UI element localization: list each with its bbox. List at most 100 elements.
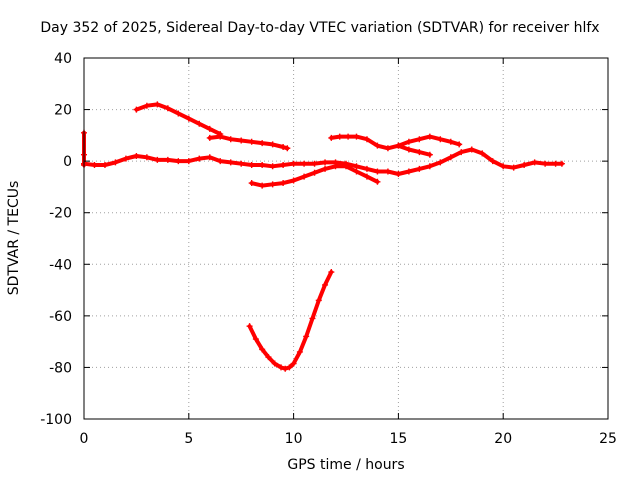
data-point-track-2: [164, 105, 171, 112]
data-point-track-4: [332, 163, 339, 170]
x-tick-label: 20: [494, 431, 512, 447]
grid-layer: [84, 58, 608, 419]
data-point-track-4: [363, 173, 370, 180]
data-point-track-2: [133, 106, 140, 113]
data-point-track-1: [248, 162, 255, 169]
data-point-track-7: [296, 348, 303, 355]
data-point-track-6: [405, 146, 412, 153]
data-point-track-1: [175, 158, 182, 165]
data-point-track-7: [282, 365, 289, 372]
data-point-track-3: [259, 140, 266, 147]
x-tick-label: 5: [184, 431, 193, 447]
data-point-track-2: [143, 102, 150, 109]
data-point-track-5: [336, 133, 343, 140]
data-point-track-6: [426, 151, 433, 158]
data-point-track-7: [265, 354, 272, 361]
data-point-track-4: [280, 180, 287, 187]
data-point-track-3: [227, 136, 234, 143]
data-point-track-7: [252, 336, 259, 343]
data-point-track-1: [489, 158, 496, 165]
data-point-track-3: [206, 134, 213, 141]
data-point-track-3: [280, 143, 287, 150]
data-point-track-1: [101, 162, 108, 169]
data-point-track-6: [395, 142, 402, 149]
data-point-track-1: [542, 160, 549, 167]
data-point-track-1: [112, 159, 119, 166]
data-layer: [81, 101, 565, 372]
series-line-track-7: [247, 270, 334, 371]
data-point-track-1: [384, 168, 391, 175]
data-point-track-1: [280, 162, 287, 169]
data-point-track-4: [248, 180, 255, 187]
series-line-track-6: [396, 143, 432, 157]
x-axis-label: GPS time / hours: [287, 457, 405, 473]
data-point-track-1: [447, 154, 454, 161]
data-point-track-7: [290, 360, 297, 367]
data-point-track-1: [185, 158, 192, 165]
data-point-track-5: [456, 141, 463, 148]
data-point-track-1: [164, 156, 171, 163]
data-point-track-5: [437, 136, 444, 143]
data-point-track-1: [426, 163, 433, 170]
data-point-track-4: [353, 168, 360, 175]
x-tick-label: 25: [599, 431, 617, 447]
data-point-track-4: [343, 163, 349, 170]
data-point-track-1: [363, 165, 370, 172]
data-point-track-5: [328, 134, 335, 141]
data-point-track-5: [405, 138, 412, 145]
tick-layer: 0 5 10 15 20 25 -100 -80 -60 -40 -20 0 20 40: [40, 51, 617, 447]
data-point-track-1: [238, 160, 245, 167]
data-point-track-2: [206, 125, 213, 132]
data-point-track-1: [269, 163, 276, 170]
x-tick-label: 10: [285, 431, 303, 447]
data-point-track-1: [437, 159, 444, 166]
data-point-track-7: [259, 346, 266, 353]
data-point-track-4: [374, 178, 381, 185]
data-point-track-1: [531, 159, 538, 166]
data-point-track-7: [278, 364, 285, 371]
y-tick-label: -20: [49, 206, 72, 222]
x-tick-label: 0: [80, 431, 89, 447]
data-point-track-1: [122, 155, 129, 162]
data-point-track-5: [374, 142, 381, 149]
data-point-track-5: [447, 138, 454, 145]
data-point-track-1: [521, 162, 528, 169]
data-point-track-1: [143, 154, 150, 161]
data-point-track-1: [468, 146, 475, 153]
data-point-track-5: [353, 133, 360, 140]
data-point-track-4: [290, 177, 297, 184]
data-point-track-2: [154, 101, 161, 108]
data-point-track-1: [552, 160, 559, 167]
y-tick-label: 40: [54, 51, 72, 67]
data-point-track-4: [311, 169, 318, 176]
data-point-track-1: [500, 163, 507, 170]
data-point-track-1: [510, 164, 517, 171]
series-line-track-2: [134, 102, 223, 137]
data-point-track-7: [328, 269, 335, 276]
y-tick-label: 0: [63, 154, 72, 170]
x-tick-label: 15: [389, 431, 407, 447]
data-point-track-1: [196, 155, 203, 162]
data-point-track-2: [196, 120, 203, 127]
series-line-track-4: [249, 164, 380, 188]
data-point-track-4: [269, 181, 276, 188]
data-point-track-1: [416, 165, 423, 172]
data-point-track-5: [363, 136, 370, 143]
data-point-track-3: [217, 133, 224, 140]
y-tick-label: -40: [49, 257, 72, 273]
data-point-track-3: [284, 145, 291, 152]
data-point-track-7: [315, 297, 322, 304]
data-point-track-1: [91, 162, 98, 169]
data-point-track-1: [206, 154, 213, 161]
data-point-track-1: [374, 168, 381, 175]
data-point-track-1: [558, 160, 565, 167]
series-line-track-3: [207, 134, 290, 151]
data-point-track-1: [301, 160, 308, 167]
data-point-track-1: [395, 171, 402, 178]
data-point-track-1: [405, 168, 412, 175]
data-point-track-1: [479, 150, 486, 157]
data-point-track-2: [175, 110, 182, 117]
data-point-track-5: [416, 136, 423, 143]
y-axis-label: SDTVAR / TECUs: [6, 180, 22, 296]
data-point-track-4: [322, 165, 329, 172]
